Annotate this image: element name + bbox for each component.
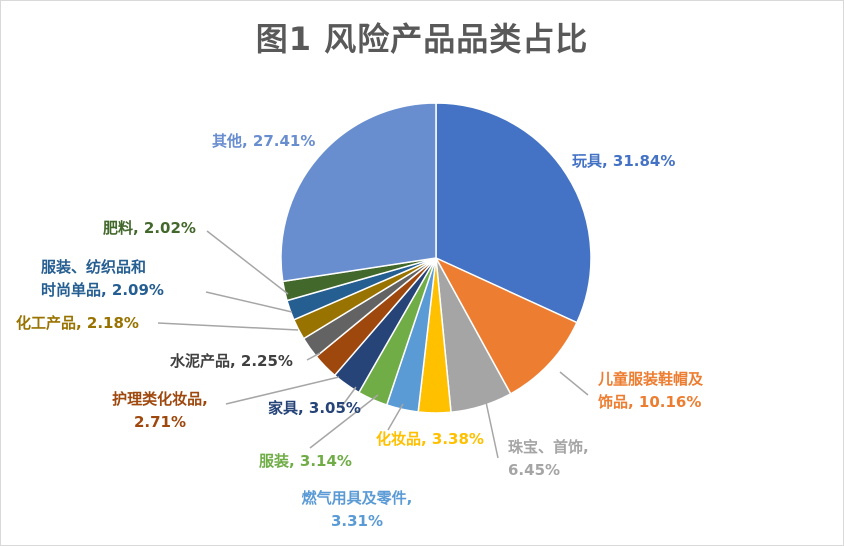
- slice-data-label: 燃气用具及零件,: [302, 489, 413, 507]
- slice-data-label: 时尚单品, 2.09%: [41, 281, 164, 299]
- pie-slice: [434, 256, 578, 395]
- leader-line: [206, 230, 289, 295]
- slice-data-label: 服装、纺织品和: [41, 258, 146, 276]
- slice-data-label: 儿童服装鞋帽及: [597, 370, 704, 388]
- slice-data-label: 家具, 3.05%: [268, 399, 361, 417]
- slice-data-label: 6.45%: [508, 461, 560, 479]
- slice-data-label: 肥料, 2.02%: [103, 219, 196, 237]
- leader-line: [306, 352, 321, 361]
- leader-line: [225, 376, 340, 405]
- leader-line: [559, 371, 589, 396]
- pie-slice: [435, 102, 592, 324]
- slice-data-label: 珠宝、首饰,: [508, 438, 589, 456]
- leader-line: [205, 291, 293, 313]
- slice-data-label: 玩具, 31.84%: [572, 152, 675, 170]
- slice-data-label: 护理类化妆品,: [112, 390, 208, 408]
- slice-data-label: 2.71%: [134, 413, 186, 431]
- slice-data-label: 3.31%: [331, 512, 383, 530]
- slice-data-label: 水泥产品, 2.25%: [170, 352, 293, 370]
- slice-data-label: 化妆品, 3.38%: [376, 430, 484, 448]
- leader-line: [157, 322, 299, 331]
- leader-line: [341, 386, 357, 407]
- slice-data-label: 服装, 3.14%: [259, 452, 352, 470]
- leader-line: [309, 394, 379, 449]
- leader-line: [387, 403, 404, 431]
- slice-data-label: 饰品, 10.16%: [598, 393, 701, 411]
- chart-title: 图1 风险产品品类占比: [255, 20, 589, 58]
- slice-data-label: 其他, 27.41%: [212, 132, 315, 150]
- leader-line: [485, 401, 499, 459]
- slice-data-label: 化工产品, 2.18%: [16, 314, 139, 332]
- pie-slice: [280, 102, 437, 283]
